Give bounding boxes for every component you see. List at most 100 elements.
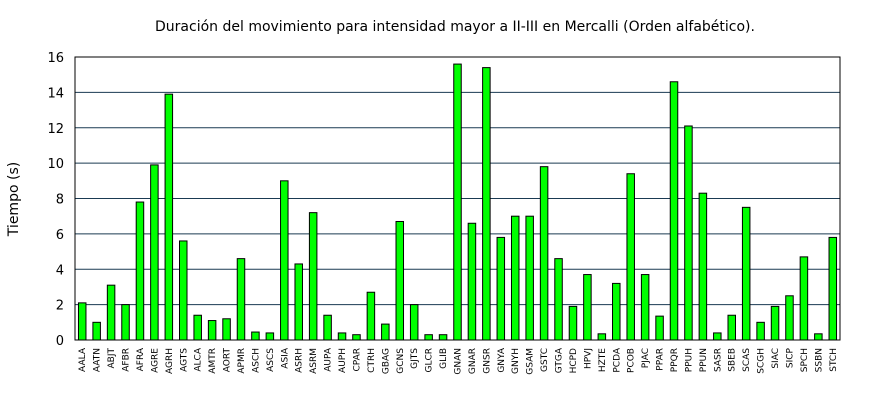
x-tick-label: AGRH xyxy=(165,348,175,374)
x-tick-label: ABJT xyxy=(107,347,117,368)
x-tick-label: GJTS xyxy=(410,348,420,369)
bar-gsam xyxy=(525,215,534,341)
bar-sbeb xyxy=(727,314,736,341)
bar-ssbn xyxy=(814,333,823,341)
bar-siac xyxy=(770,305,780,341)
x-tick-label: GBAG xyxy=(381,348,391,374)
plot-frame xyxy=(74,56,841,341)
bar-cpar xyxy=(352,334,361,341)
x-tick-label: AALA xyxy=(78,347,88,372)
bar-ppqr xyxy=(669,81,679,341)
bar-gnan xyxy=(453,63,462,341)
bar-agre xyxy=(150,164,159,341)
x-tick-label: GTGA xyxy=(555,347,565,373)
x-tick-label: CPAR xyxy=(352,348,362,372)
x-tick-label: CTRH xyxy=(367,348,377,373)
bars-group xyxy=(77,63,838,341)
x-tick-label: AUPH xyxy=(338,348,348,373)
bar-agrh xyxy=(164,93,174,341)
x-tick-label: ASRM xyxy=(309,348,319,374)
bar-hzte xyxy=(597,333,607,341)
x-tick-label: AORT xyxy=(223,348,233,373)
bar-asrm xyxy=(308,212,318,341)
x-tick-label: GSAM xyxy=(526,348,536,375)
bar-pcda xyxy=(612,282,621,341)
x-tick-label: AMTR xyxy=(208,348,218,374)
x-tick-label: AFRA xyxy=(136,347,146,371)
bar-scas xyxy=(741,206,751,341)
x-tick-label: PPUN xyxy=(699,348,709,372)
x-tick-label: ASCH xyxy=(251,348,261,373)
y-axis-label: Tiempo (s) xyxy=(6,162,22,237)
bar-ctrh xyxy=(366,291,376,341)
bar-ppar xyxy=(655,315,664,341)
bar-gnya xyxy=(496,236,506,341)
bar-hcpd xyxy=(568,305,578,341)
bar-gstc xyxy=(539,166,549,341)
bar-stch xyxy=(828,236,838,341)
x-tick-label: AFBR xyxy=(122,348,132,372)
y-tick-label: 8 xyxy=(56,193,64,208)
x-tick-label: GNYH xyxy=(511,348,521,374)
bar-spch xyxy=(799,256,809,341)
x-tick-label: ALCA xyxy=(194,347,204,371)
x-tick-label: SBEB xyxy=(728,348,738,372)
x-tick-label: SASR xyxy=(713,348,723,372)
bar-aala xyxy=(77,302,87,341)
y-tick-label: 4 xyxy=(56,263,64,278)
x-tick-label: SICP xyxy=(785,347,795,368)
x-tick-label: PCDA xyxy=(612,347,622,372)
x-tick-label: PPQR xyxy=(670,348,680,372)
x-tick-label: SCAS xyxy=(742,348,752,372)
x-tick-label: ASCS xyxy=(266,348,276,372)
x-tick-label: HPVJ xyxy=(583,348,593,369)
bar-asch xyxy=(251,331,260,341)
bar-agts xyxy=(179,240,188,341)
bar-pjac xyxy=(640,274,650,341)
x-tick-label: PPAR xyxy=(656,348,666,371)
bar-ppuh xyxy=(684,125,693,341)
bar-glcr xyxy=(424,334,433,341)
x-tick-label: HZTE xyxy=(598,348,608,372)
x-tick-label: AGTS xyxy=(179,348,189,372)
y-tick-label: 2 xyxy=(56,299,64,314)
bar-scgh xyxy=(756,321,765,341)
x-tick-label: PCOB xyxy=(627,348,637,373)
x-tick-label: AGRE xyxy=(150,348,160,373)
bar-afra xyxy=(135,201,145,341)
y-tick-label: 12 xyxy=(47,122,64,137)
bar-glib xyxy=(438,334,448,341)
bar-gcns xyxy=(395,220,405,341)
bar-aort xyxy=(222,318,231,341)
y-tick-label: 14 xyxy=(47,86,64,101)
bar-aatn xyxy=(92,321,101,341)
x-tick-label: SIAC xyxy=(771,348,781,369)
bar-sasr xyxy=(713,332,722,341)
x-tick-labels: AALA AATN ABJT AFBR AFRA AGRE AGRH AGTS ALCA AMTR… xyxy=(78,347,839,375)
bar-abjt xyxy=(106,284,116,341)
x-tick-label: SPCH xyxy=(800,348,810,372)
bar-gnsr xyxy=(482,67,491,341)
y-tick-label: 6 xyxy=(56,228,64,243)
y-tick-labels: 0 2 4 6 8 10 12 14 16 xyxy=(47,51,64,349)
x-tick-label: GNYA xyxy=(497,347,507,373)
bar-asia xyxy=(280,180,289,341)
bar-apmr xyxy=(236,258,246,341)
bar-hpvj xyxy=(583,274,592,341)
bar-gbag xyxy=(381,323,390,341)
y-tick-label: 0 xyxy=(56,334,64,349)
x-tick-label: GLCR xyxy=(425,348,435,373)
bar-gtga xyxy=(554,258,563,341)
bar-gnar xyxy=(467,222,477,341)
bar-sicp xyxy=(785,295,794,341)
bar-auph xyxy=(337,332,347,341)
bar-amtr xyxy=(207,320,217,341)
bar-ascs xyxy=(265,332,275,341)
x-tick-label: PJAC xyxy=(641,348,651,368)
x-tick-label: GNAN xyxy=(454,348,464,375)
bar-alca xyxy=(193,314,202,341)
bar-aupa xyxy=(323,314,332,341)
x-tick-label: AUPA xyxy=(324,347,334,372)
x-tick-label: GSTC xyxy=(540,348,550,372)
